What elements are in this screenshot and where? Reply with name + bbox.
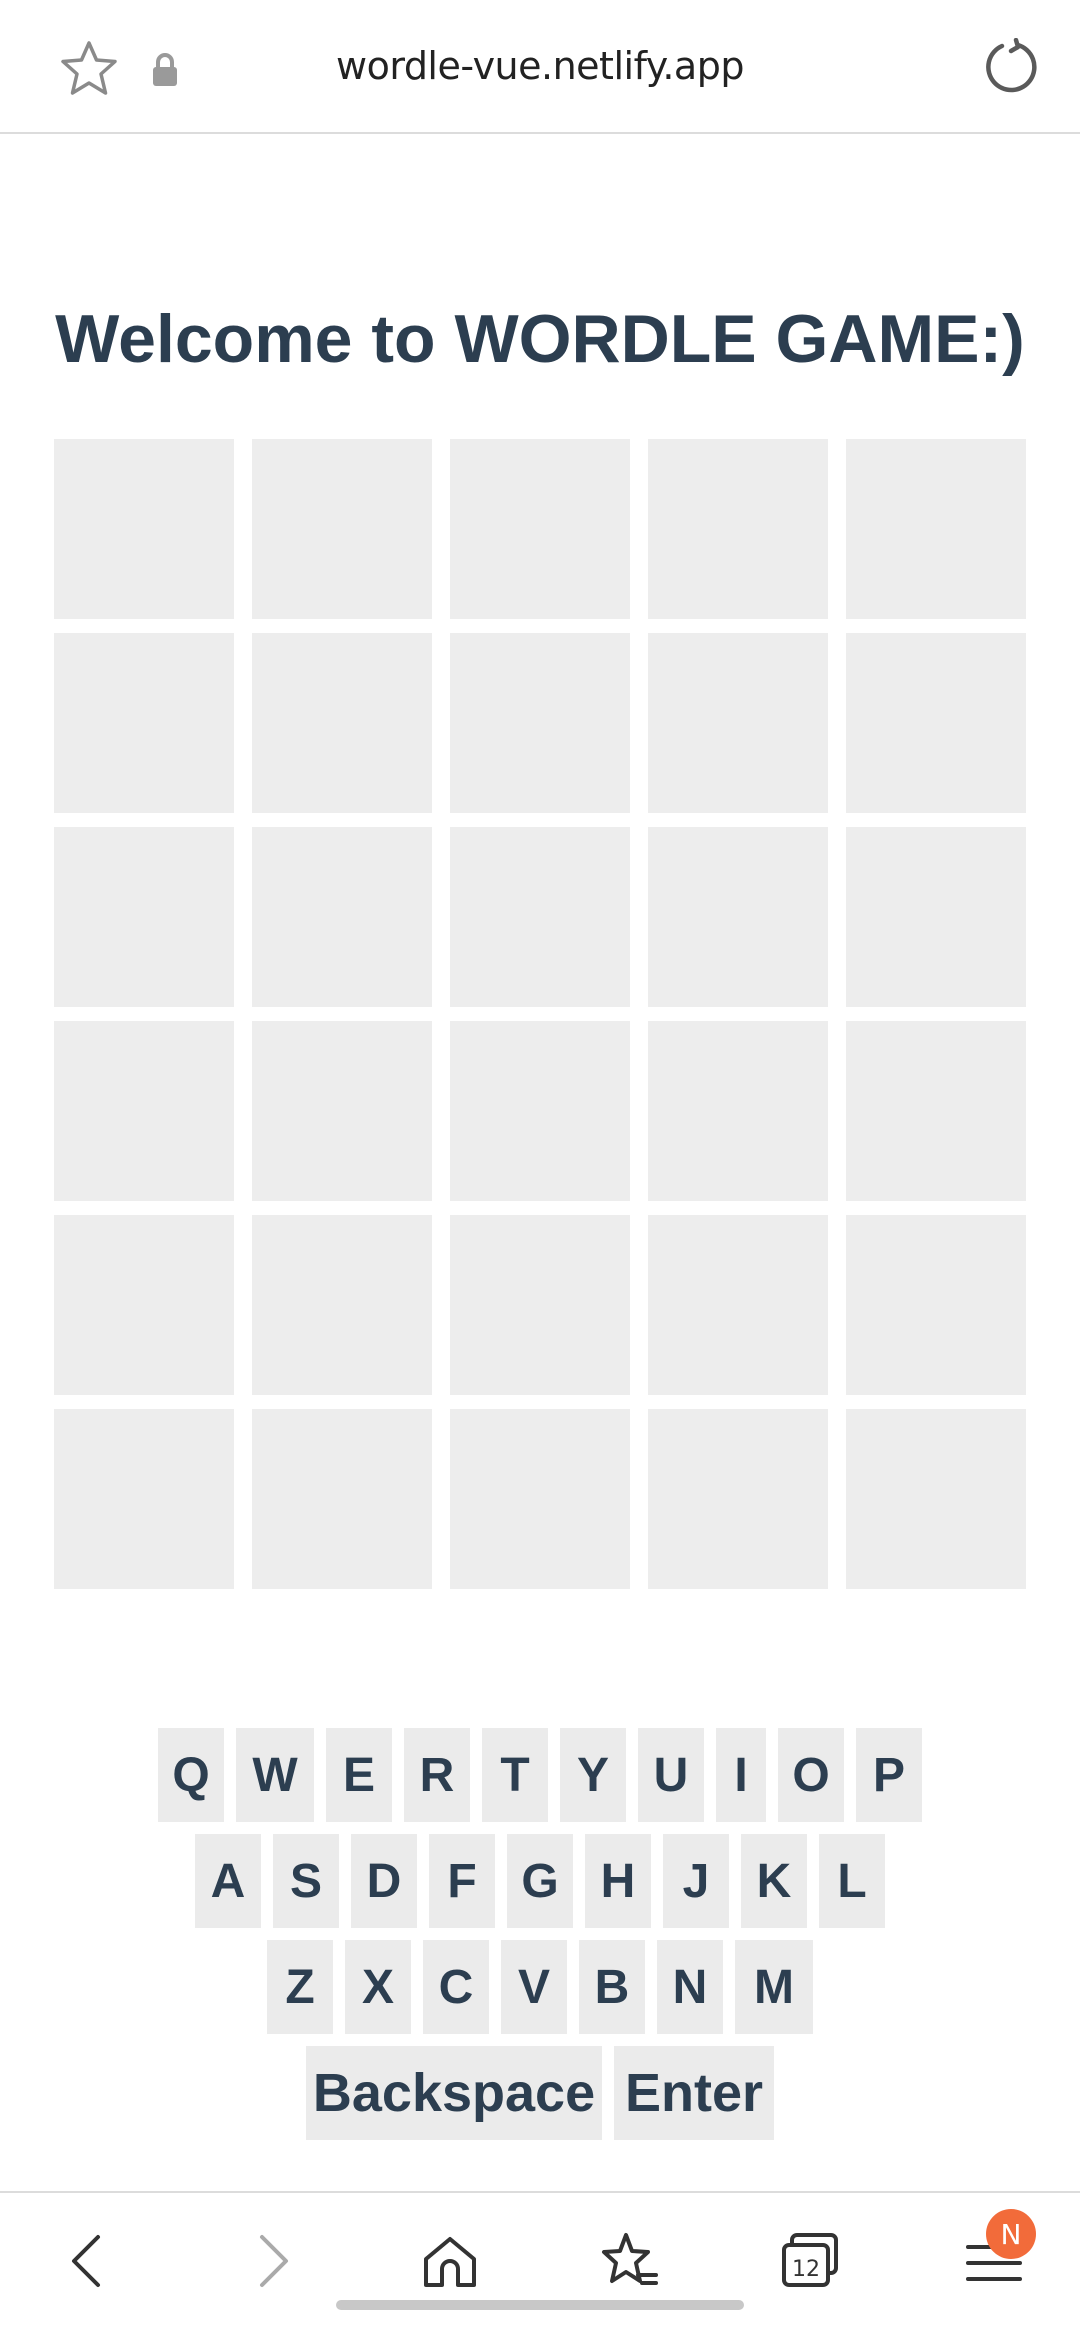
key-c[interactable]: C [423, 1940, 489, 2034]
key-q[interactable]: Q [158, 1728, 224, 1822]
board-tile [54, 633, 234, 813]
browser-top-bar: wordle-vue.netlify.app [0, 0, 1080, 134]
key-v[interactable]: V [501, 1940, 567, 2034]
board-tile [252, 827, 432, 1007]
board-tile [450, 439, 630, 619]
board-tile [450, 633, 630, 813]
board-tile [648, 1021, 828, 1201]
tab-count: 12 [792, 2257, 820, 2282]
key-j[interactable]: J [663, 1834, 729, 1928]
forward-icon[interactable] [240, 2229, 304, 2293]
board-tile [846, 439, 1026, 619]
keyboard-row: Backspace Enter [0, 2046, 1080, 2140]
url-bar[interactable]: wordle-vue.netlify.app [336, 44, 744, 88]
board-tile [648, 1409, 828, 1589]
key-h[interactable]: H [585, 1834, 651, 1928]
board-tile [252, 1409, 432, 1589]
reload-icon[interactable] [982, 38, 1040, 96]
key-g[interactable]: G [507, 1834, 573, 1928]
back-icon[interactable] [56, 2229, 120, 2293]
board-tile [252, 1021, 432, 1201]
tabs-icon[interactable]: 12 [778, 2229, 842, 2293]
key-p[interactable]: P [856, 1728, 922, 1822]
star-icon[interactable] [58, 38, 120, 100]
board-tile [252, 439, 432, 619]
key-n[interactable]: N [657, 1940, 723, 2034]
board-tile [450, 1409, 630, 1589]
board-tile [252, 1215, 432, 1395]
key-m[interactable]: M [735, 1940, 813, 2034]
board-tile [846, 1409, 1026, 1589]
board-tile [450, 1021, 630, 1201]
board-tile [846, 633, 1026, 813]
board-tile [54, 1021, 234, 1201]
key-u[interactable]: U [638, 1728, 704, 1822]
key-r[interactable]: R [404, 1728, 470, 1822]
board-tile [648, 439, 828, 619]
key-k[interactable]: K [741, 1834, 807, 1928]
key-i[interactable]: I [716, 1728, 766, 1822]
notification-badge: N [986, 2209, 1036, 2259]
key-e[interactable]: E [326, 1728, 392, 1822]
key-l[interactable]: L [819, 1834, 885, 1928]
home-icon[interactable] [418, 2229, 482, 2293]
page-title: Welcome to WORDLE GAME:) [55, 301, 1025, 377]
home-indicator [336, 2300, 744, 2310]
board-tile [846, 1021, 1026, 1201]
key-d[interactable]: D [351, 1834, 417, 1928]
bookmarks-icon[interactable] [598, 2229, 662, 2293]
lock-icon [153, 53, 177, 86]
key-t[interactable]: T [482, 1728, 548, 1822]
board-tile [54, 1409, 234, 1589]
on-screen-keyboard: Q W E R T Y U I O P A S D F G H J K L Z X C V B N M Backspace Enter [0, 1728, 1080, 2152]
key-enter[interactable]: Enter [614, 2046, 774, 2140]
board-tile [450, 827, 630, 1007]
key-b[interactable]: B [579, 1940, 645, 2034]
key-y[interactable]: Y [560, 1728, 626, 1822]
key-o[interactable]: O [778, 1728, 844, 1822]
board-tile [54, 1215, 234, 1395]
board-tile [846, 827, 1026, 1007]
key-x[interactable]: X [345, 1940, 411, 2034]
board-tile [846, 1215, 1026, 1395]
game-board [54, 439, 1026, 1589]
board-tile [648, 1215, 828, 1395]
board-tile [450, 1215, 630, 1395]
board-tile [648, 633, 828, 813]
board-tile [54, 439, 234, 619]
key-s[interactable]: S [273, 1834, 339, 1928]
board-tile [648, 827, 828, 1007]
key-backspace[interactable]: Backspace [306, 2046, 602, 2140]
board-tile [54, 827, 234, 1007]
key-a[interactable]: A [195, 1834, 261, 1928]
key-f[interactable]: F [429, 1834, 495, 1928]
key-w[interactable]: W [236, 1728, 314, 1822]
board-tile [252, 633, 432, 813]
key-z[interactable]: Z [267, 1940, 333, 2034]
